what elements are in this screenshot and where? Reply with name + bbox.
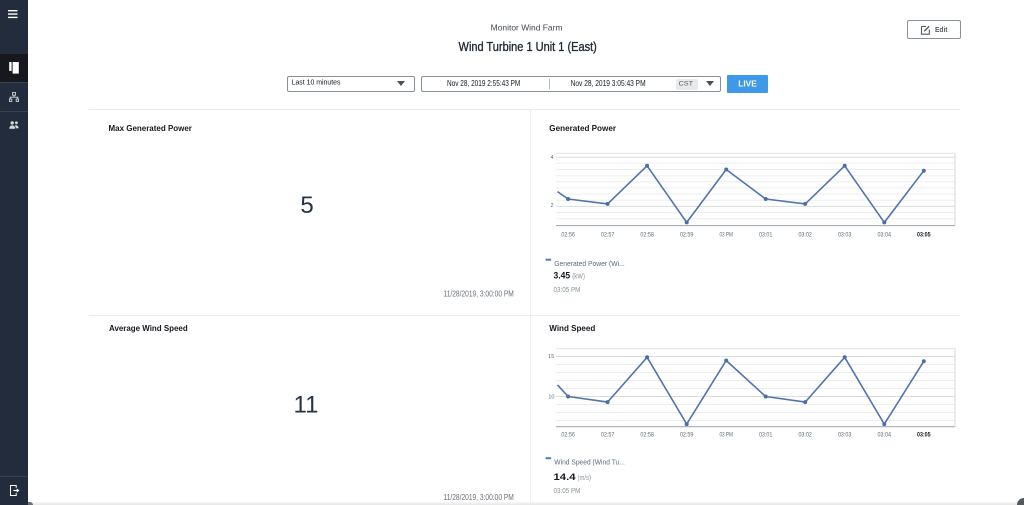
svg-text:4: 4	[550, 155, 553, 161]
svg-text:Wind Speed: Wind Speed	[549, 324, 595, 333]
svg-text:03:05 PM: 03:05 PM	[554, 285, 581, 294]
svg-text:03:01: 03:01	[759, 432, 773, 439]
svg-text:03:05: 03:05	[917, 432, 931, 439]
svg-text:Last 10 minutes: Last 10 minutes	[292, 80, 341, 87]
svg-text:Edit: Edit	[935, 25, 948, 34]
svg-text:03:02: 03:02	[798, 232, 812, 239]
svg-text:03:05: 03:05	[917, 232, 931, 239]
svg-text:11: 11	[294, 391, 319, 418]
svg-text:03:04: 03:04	[878, 432, 892, 439]
svg-text:03:03: 03:03	[838, 232, 852, 239]
svg-text:03:05 PM: 03:05 PM	[554, 486, 581, 495]
svg-text:Nov 28, 2019 2:55:43 PM: Nov 28, 2019 2:55:43 PM	[447, 79, 521, 88]
svg-text:Wind Speed (Wind Tu...: Wind Speed (Wind Tu...	[554, 457, 625, 466]
svg-text:10: 10	[548, 395, 554, 401]
svg-text:03:01: 03:01	[759, 232, 773, 239]
svg-text:11/28/2019, 3:00:00 PM: 11/28/2019, 3:00:00 PM	[444, 493, 515, 502]
svg-text:(kW): (kW)	[572, 272, 585, 281]
svg-text:CST: CST	[679, 80, 694, 87]
svg-text:03:03: 03:03	[838, 432, 852, 439]
svg-text:02:57: 02:57	[601, 232, 615, 239]
svg-text:03:04: 03:04	[878, 232, 892, 239]
svg-text:02:56: 02:56	[561, 232, 575, 239]
svg-text:03 PM: 03 PM	[719, 432, 733, 439]
svg-text:02:56: 02:56	[561, 432, 575, 439]
svg-text:Average Wind Speed: Average Wind Speed	[109, 324, 188, 333]
svg-text:Wind Turbine 1 Unit 1 (East): Wind Turbine 1 Unit 1 (East)	[459, 39, 597, 54]
svg-text:02:59: 02:59	[680, 432, 694, 439]
svg-text:02:58: 02:58	[640, 232, 654, 239]
svg-text:02:57: 02:57	[601, 432, 615, 439]
svg-text:03 PM: 03 PM	[719, 232, 733, 239]
svg-text:5: 5	[300, 192, 313, 219]
svg-text:Monitor Wind Farm: Monitor Wind Farm	[491, 23, 563, 33]
svg-text:3.45: 3.45	[554, 271, 571, 282]
svg-text:Generated Power: Generated Power	[549, 124, 616, 133]
svg-text:Nov 28, 2019 3:05:43 PM: Nov 28, 2019 3:05:43 PM	[571, 79, 646, 88]
svg-text:LIVE: LIVE	[738, 79, 757, 88]
svg-text:02:58: 02:58	[640, 432, 654, 439]
svg-text:03:02: 03:02	[798, 432, 812, 439]
svg-text:Max Generated Power: Max Generated Power	[109, 124, 192, 133]
svg-text:11/28/2019, 3:00:00 PM: 11/28/2019, 3:00:00 PM	[444, 290, 515, 299]
svg-text:14.4: 14.4	[554, 472, 577, 483]
svg-text:15: 15	[548, 354, 554, 360]
svg-text:Generated Power (Wi...: Generated Power (Wi...	[554, 259, 624, 268]
svg-text:02:59: 02:59	[680, 232, 694, 239]
svg-text:(m/s): (m/s)	[578, 473, 592, 482]
svg-text:2: 2	[550, 203, 553, 209]
